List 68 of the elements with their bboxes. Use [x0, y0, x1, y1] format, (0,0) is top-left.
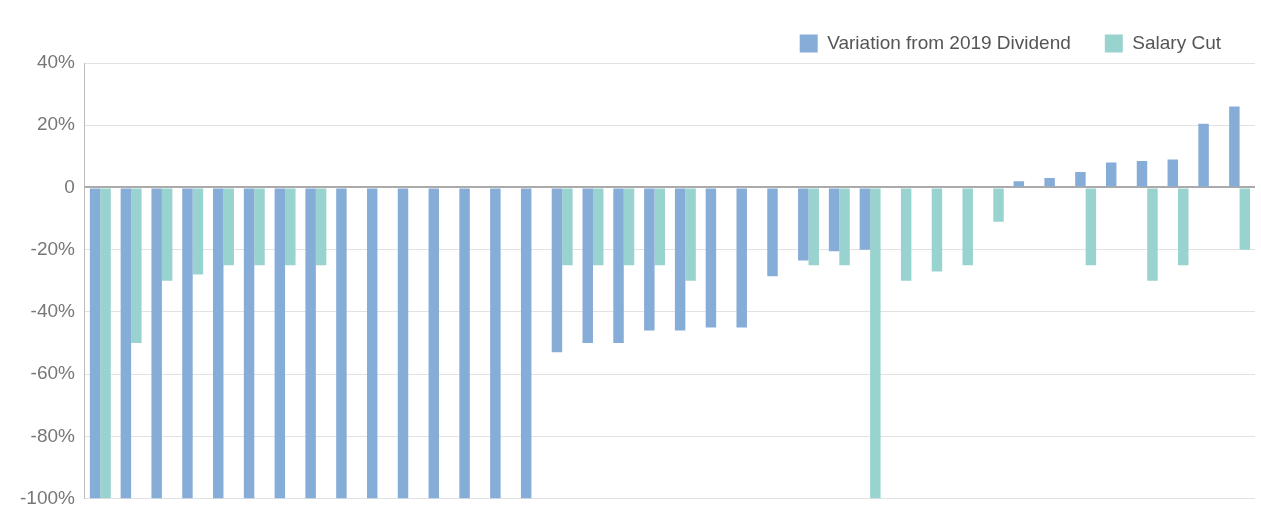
bar [1044, 178, 1055, 187]
bar [1229, 106, 1240, 187]
bar [654, 188, 666, 266]
bar [962, 188, 973, 266]
y-tick-label: 0 [64, 175, 75, 197]
bar [1105, 162, 1117, 187]
bar [243, 188, 255, 499]
bar [767, 188, 778, 277]
bar [1239, 188, 1251, 250]
y-tick-label: -80% [30, 424, 76, 446]
y-tick-label: 40% [36, 51, 76, 73]
bar [1136, 161, 1148, 187]
bar [562, 188, 573, 266]
bar [120, 188, 132, 499]
bar [274, 188, 286, 499]
bar [254, 188, 265, 266]
bar [285, 188, 296, 266]
bar [192, 188, 204, 275]
bar [366, 188, 378, 499]
bar [993, 188, 1004, 222]
bar [736, 188, 747, 328]
y-tick-label: -20% [30, 237, 76, 259]
bar [705, 188, 717, 328]
bar [839, 188, 850, 266]
bar [798, 188, 809, 261]
bar [1075, 171, 1086, 187]
bar [828, 188, 840, 252]
y-tick-label: -60% [30, 362, 76, 384]
bar [1178, 188, 1189, 266]
bar [1147, 188, 1158, 281]
bar [315, 188, 327, 266]
bar [931, 188, 943, 272]
legend-label: Salary Cut [1132, 31, 1222, 53]
bar [459, 188, 470, 499]
bar [870, 188, 881, 499]
bar [623, 188, 635, 266]
bar [1198, 123, 1209, 187]
bar [644, 188, 655, 331]
y-tick-label: 20% [36, 113, 76, 135]
bar [428, 188, 440, 499]
bar [182, 188, 193, 499]
bar [397, 188, 409, 499]
legend-label: Variation from 2019 Dividend [827, 31, 1071, 53]
bar [582, 188, 593, 344]
bar [161, 188, 173, 281]
bar [1013, 181, 1025, 187]
bar [551, 188, 563, 353]
y-tick-label: -40% [30, 300, 76, 322]
bar [131, 188, 142, 344]
bar [223, 188, 234, 266]
bar [1085, 188, 1097, 266]
bar [674, 188, 686, 331]
bar [808, 188, 819, 266]
bar [1167, 159, 1179, 187]
bar [592, 188, 604, 266]
bar [685, 188, 696, 281]
bar [859, 188, 871, 250]
y-tick-label: -100% [20, 486, 76, 508]
bar [520, 188, 532, 499]
bar [900, 188, 912, 281]
bar [100, 188, 111, 499]
bar [89, 188, 101, 499]
bar [213, 188, 224, 499]
bar [613, 188, 624, 344]
bar [305, 188, 316, 499]
bar [151, 188, 162, 499]
bar [336, 188, 347, 499]
bar [490, 188, 501, 499]
